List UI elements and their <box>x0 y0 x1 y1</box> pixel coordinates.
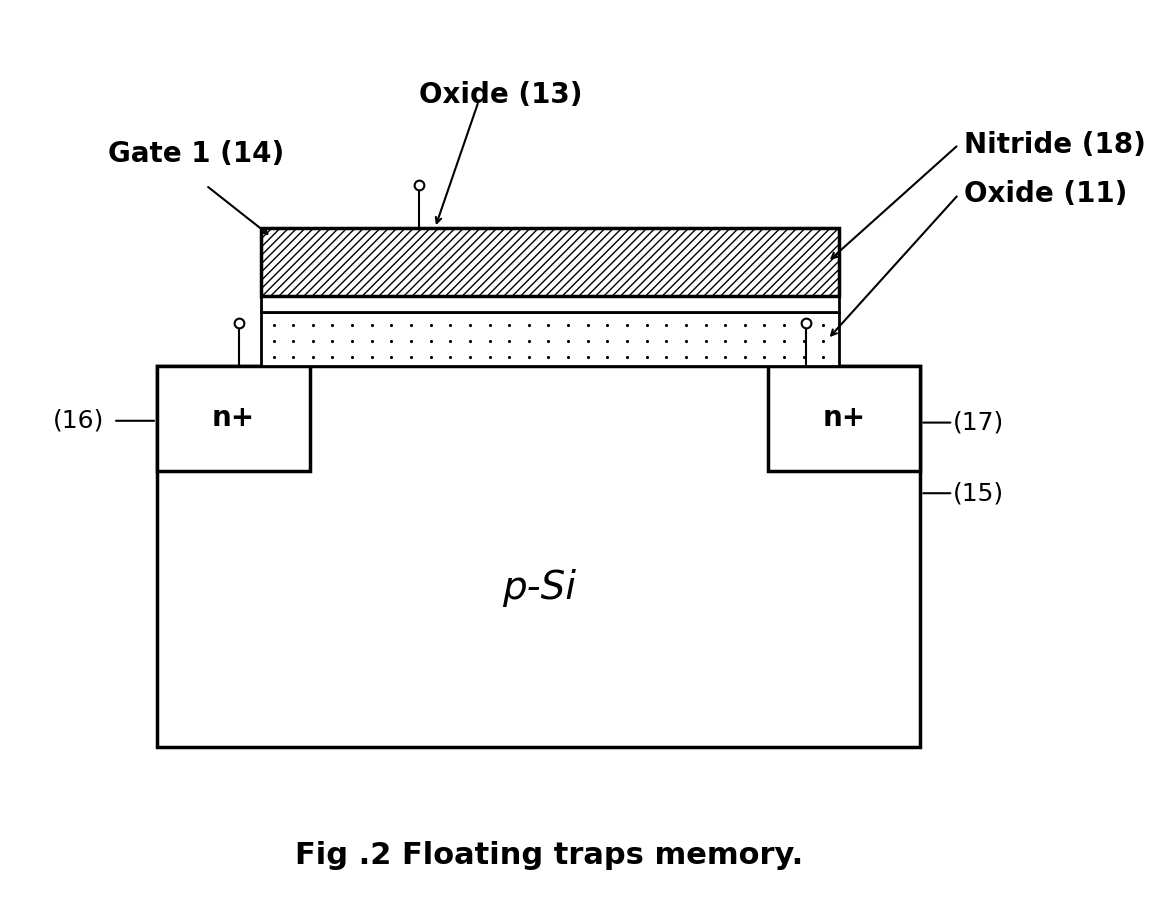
Text: Fig .2 Floating traps memory.: Fig .2 Floating traps memory. <box>295 841 804 870</box>
Text: p-Si: p-Si <box>502 569 575 607</box>
Text: Gate 1 (14): Gate 1 (14) <box>108 140 284 167</box>
Text: (15): (15) <box>953 482 1004 505</box>
Bar <box>157 367 920 747</box>
Text: n+: n+ <box>212 404 254 432</box>
Text: Nitride (18): Nitride (18) <box>965 131 1146 158</box>
Text: (16): (16) <box>53 409 104 432</box>
Bar <box>260 228 839 296</box>
Text: (17): (17) <box>953 410 1004 434</box>
Bar <box>157 367 309 471</box>
Bar <box>260 296 839 312</box>
Bar <box>260 312 839 367</box>
Bar <box>768 367 920 471</box>
Text: Oxide (13): Oxide (13) <box>418 80 582 109</box>
Text: n+: n+ <box>823 404 866 432</box>
Text: Oxide (11): Oxide (11) <box>965 180 1127 208</box>
